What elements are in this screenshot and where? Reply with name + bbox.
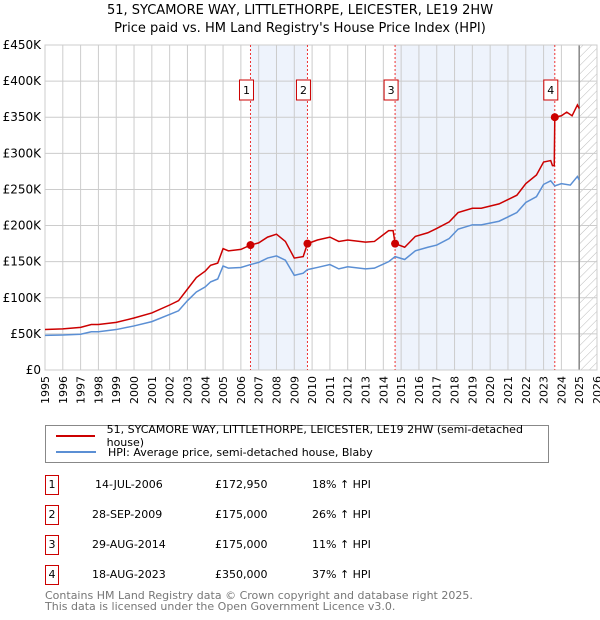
chart-title: 51, SYCAMORE WAY, LITTLETHORPE, LEICESTE… (0, 2, 600, 38)
x-tick-label: 1995 (39, 376, 52, 404)
transaction-number: 3 (45, 535, 59, 555)
x-tick-label: 2004 (199, 376, 212, 404)
x-tick-label: 2007 (253, 376, 266, 404)
y-tick-label: £450K (3, 38, 43, 52)
sale-label: 4 (547, 84, 554, 97)
y-tick-label: £0 (26, 363, 41, 377)
transaction-price: £175,000 (215, 538, 268, 551)
sale-label: 1 (243, 84, 250, 97)
copyright-text: Contains HM Land Registry data © Crown c… (45, 589, 473, 602)
transaction-hpi: 11% ↑ HPI (312, 538, 371, 551)
price-chart: 1995 1996 1997 1998 1999 2000 2001 2002 2003 2004… (3, 38, 600, 404)
y-tick-label: £200K (3, 219, 43, 233)
sale-marker (391, 239, 400, 248)
legend-swatch-red (56, 435, 95, 437)
x-tick-label: 2015 (395, 376, 408, 404)
transaction-hpi: 18% ↑ HPI (312, 478, 371, 491)
transaction-hpi: 26% ↑ HPI (312, 508, 371, 521)
x-tick-label: 2014 (377, 376, 390, 404)
x-tick-label: 2000 (128, 376, 141, 404)
forecast-hatch (579, 45, 597, 370)
x-tick-label: 2011 (324, 376, 337, 404)
x-tick-label: 2012 (342, 376, 355, 404)
property-line (44, 103, 580, 331)
legend-swatch-blue (56, 451, 96, 453)
plot-border (44, 44, 598, 371)
transaction-date: 29-AUG-2014 (92, 538, 166, 551)
transaction-number: 2 (45, 505, 59, 525)
x-tick-label: 2002 (164, 376, 177, 404)
transaction-row: 3 29-AUG-2014 £175,000 11% ↑ HPI (45, 535, 545, 555)
x-tick-label: 2018 (449, 376, 462, 404)
legend-label: HPI: Average price, semi-detached house,… (108, 445, 373, 459)
sale-label-box (383, 79, 399, 101)
y-tick-label: £50K (10, 327, 42, 341)
x-tick-label: 1996 (57, 376, 70, 404)
x-tick-label: 1998 (92, 376, 105, 404)
x-tick-label: 2009 (288, 376, 301, 404)
sale-marker (303, 239, 312, 248)
transaction-number: 4 (45, 565, 59, 585)
x-tick-label: 2023 (538, 376, 551, 404)
transaction-row: 4 18-AUG-2023 £350,000 37% ↑ HPI (45, 565, 545, 585)
x-tick-label: 2022 (520, 376, 533, 404)
hpi-line (44, 175, 580, 337)
transaction-number: 1 (45, 475, 59, 495)
footer: Contains HM Land Registry data © Crown c… (45, 590, 473, 612)
transaction-date: 28-SEP-2009 (92, 508, 163, 521)
x-tick-label: 2010 (306, 376, 319, 404)
transaction-date: 14-JUL-2006 (95, 478, 163, 491)
legend-item-property: 51, SYCAMORE WAY, LITTLETHORPE, LEICESTE… (56, 423, 548, 449)
y-tick-label: £100K (3, 291, 43, 305)
x-tick-label: 2021 (502, 376, 515, 404)
x-tick-label: 2019 (466, 376, 479, 404)
sale-label: 2 (300, 84, 307, 97)
sale-marker (550, 113, 559, 122)
y-tick-label: £350K (3, 110, 43, 124)
x-tick-label: 2006 (235, 376, 248, 404)
y-tick-label: £400K (3, 74, 43, 88)
y-tick-label: £150K (3, 255, 43, 269)
x-tick-label: 2016 (413, 376, 426, 404)
sale-marker (246, 241, 255, 250)
y-tick-label: £250K (3, 182, 43, 196)
subtitle: Price paid vs. HM Land Registry's House … (114, 21, 486, 36)
x-tick-label: 2026 (591, 376, 600, 404)
x-tick-label: 1999 (110, 376, 123, 404)
transaction-price: £350,000 (215, 568, 268, 581)
sale-label-box (295, 79, 311, 101)
transaction-row: 1 14-JUL-2006 £172,950 18% ↑ HPI (45, 475, 545, 495)
x-tick-label: 2020 (484, 376, 497, 404)
y-tick-label: £300K (3, 146, 43, 160)
x-tick-label: 2013 (360, 376, 373, 404)
transaction-price: £175,000 (215, 508, 268, 521)
sale-label-box (543, 79, 559, 101)
transaction-date: 18-AUG-2023 (92, 568, 166, 581)
x-tick-label: 2024 (555, 376, 568, 404)
x-tick-label: 2017 (431, 376, 444, 404)
x-tick-label: 2003 (181, 376, 194, 404)
legend-item-hpi: HPI: Average price, semi-detached house,… (56, 444, 373, 460)
legend-label: 51, SYCAMORE WAY, LITTLETHORPE, LEICESTE… (106, 423, 523, 449)
x-tick-label: 2001 (146, 376, 159, 404)
x-tick-label: 2025 (573, 376, 586, 404)
x-tick-label: 2005 (217, 376, 230, 404)
x-tick-label: 2008 (270, 376, 283, 404)
sale-label-box (238, 79, 254, 101)
x-tick-label: 1997 (75, 376, 88, 404)
transaction-price: £172,950 (215, 478, 268, 491)
transaction-hpi: 37% ↑ HPI (312, 568, 371, 581)
licence-text: This data is licensed under the Open Gov… (45, 600, 396, 613)
legend: 51, SYCAMORE WAY, LITTLETHORPE, LEICESTE… (45, 423, 549, 463)
title: 51, SYCAMORE WAY, LITTLETHORPE, LEICESTE… (106, 3, 494, 18)
sale-label: 3 (388, 84, 395, 97)
transaction-row: 2 28-SEP-2009 £175,000 26% ↑ HPI (45, 505, 545, 525)
